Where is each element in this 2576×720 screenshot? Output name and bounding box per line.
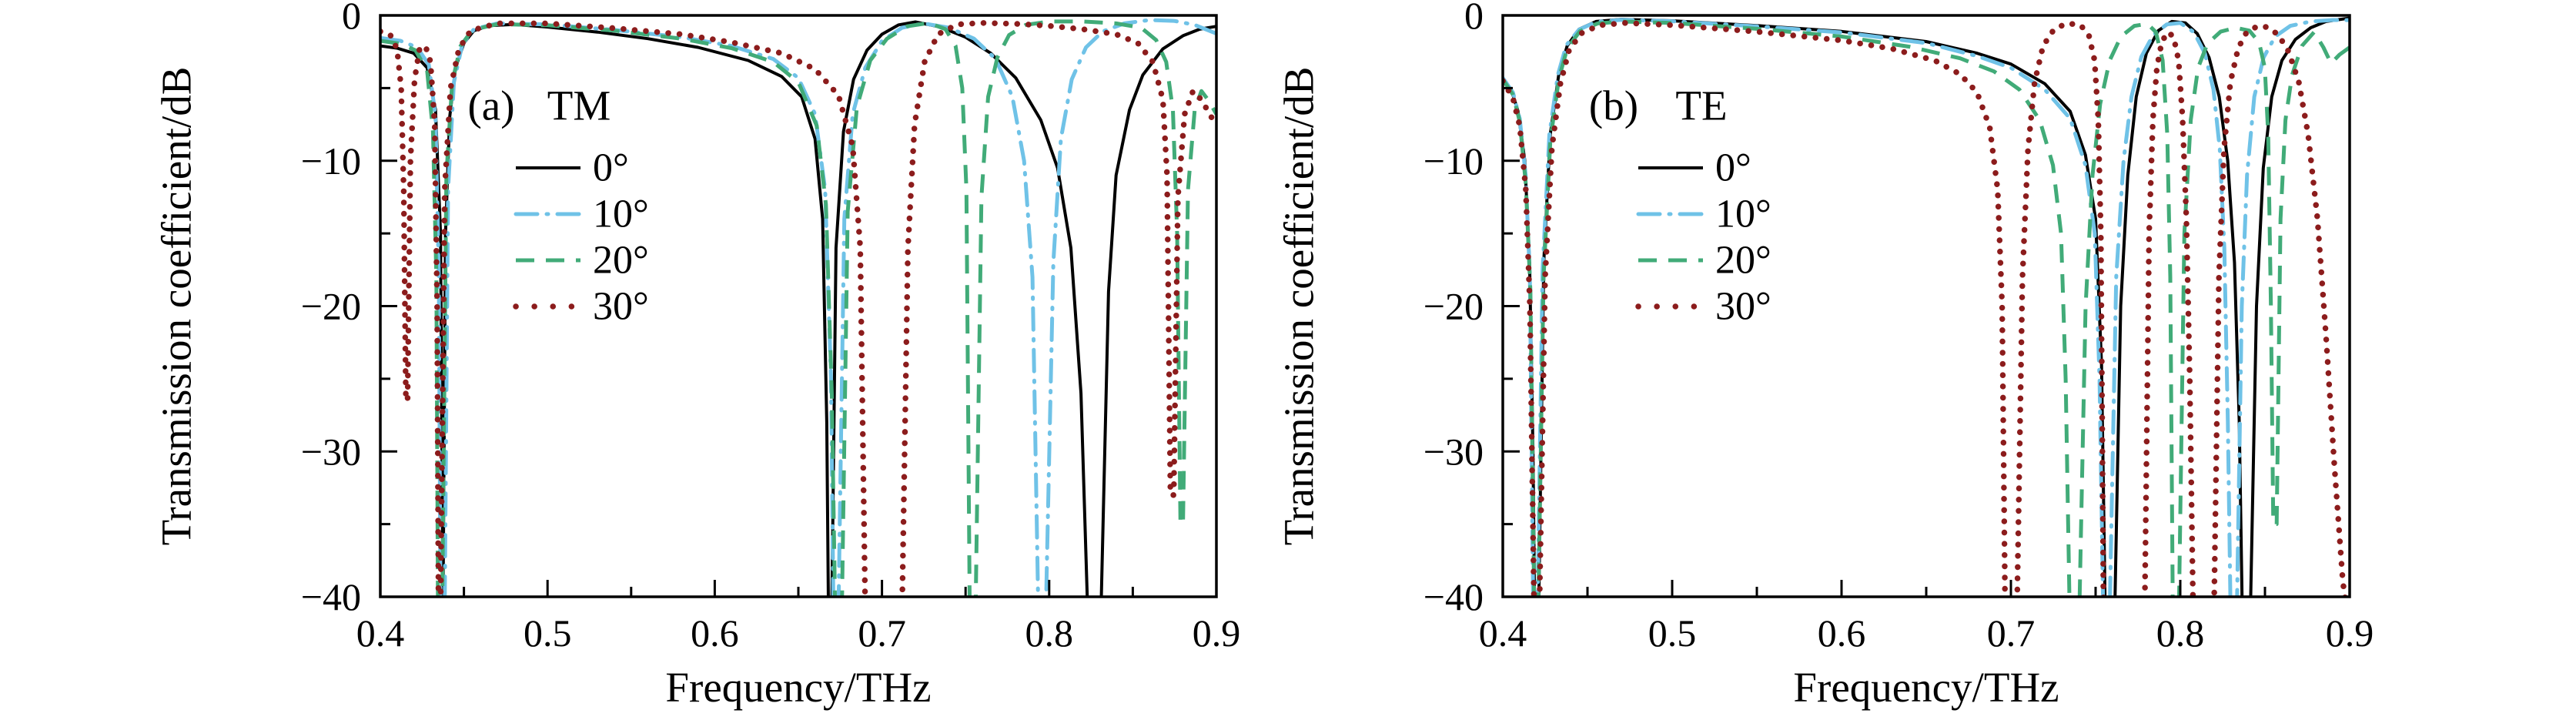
y-tick-label: −10 [301,139,361,183]
legend-item: 0° [516,146,629,190]
curve-30deg [381,20,1216,596]
curves [381,18,1216,596]
x-axis-title: Frequency/THz [1793,664,2059,711]
legend-item: 20° [516,239,649,283]
x-tick-label: 0.6 [691,611,739,655]
curve-30deg [1504,20,2348,596]
curves [1504,16,2349,596]
legend-item-label: 10° [593,193,649,236]
y-tick-label: −20 [301,285,361,328]
y-tick-label: −40 [1423,575,1484,618]
x-tick-label: 0.4 [356,611,405,655]
x-tick-label: 0.9 [1193,611,1241,655]
y-tick-label: 0 [1464,0,1484,37]
y-tick-label: −30 [1423,430,1484,473]
y-axis: 0 −10 −20 −30 −40 [301,0,397,618]
y-tick-label: −40 [301,575,361,618]
legend-item-label: 0° [593,146,629,190]
y-axis-title: Transmission coefficient/dB [1276,67,1323,546]
curve-20deg [1504,19,2349,596]
legend-item-label: 30° [1715,285,1771,329]
legend-item-label: 20° [1715,239,1771,283]
panel-mode-label: TE [1675,82,1727,129]
x-tick-label: 0.5 [1648,611,1697,655]
y-axis-title: Transmission coefficient/dB [153,67,200,546]
panel-mode-label: TM [547,82,611,129]
y-tick-label: −30 [301,430,361,473]
x-tick-label: 0.8 [1025,611,1074,655]
x-tick-label: 0.6 [1818,611,1866,655]
legend-item-label: 10° [1715,193,1771,236]
x-tick-label: 0.7 [1987,611,2036,655]
x-axis: 0.4 0.5 0.6 0.7 0.8 0.9 [1479,580,2374,655]
legend: (a) TM 0°10°20°30° [467,82,648,329]
y-tick-label: 0 [342,0,361,37]
legend-item: 30° [513,285,649,329]
x-tick-label: 0.8 [2156,611,2205,655]
x-tick-label: 0.5 [524,611,572,655]
x-tick-label: 0.7 [858,611,906,655]
panel-label: (b) [1589,82,1638,129]
legend-item: 10° [514,193,649,236]
x-tick-label: 0.4 [1479,611,1527,655]
legend: (b) TE 0°10°20°30° [1589,82,1771,329]
panel-te: 0.4 0.5 0.6 0.7 0.8 0.9 0 −10 −20 −30 −40 Frequency… [1276,0,2374,711]
legend-item-label: 20° [593,239,649,283]
curve-20deg [381,19,1216,596]
y-tick-label: −10 [1423,139,1484,183]
legend-item: 30° [1635,285,1771,329]
x-tick-label: 0.9 [2326,611,2374,655]
x-axis-title: Frequency/THz [665,664,931,711]
panel-tm: 0.4 0.5 0.6 0.7 0.8 0.9 0 −10 −20 −30 −40 Frequency… [153,0,1241,711]
legend-item-label: 30° [593,285,649,329]
legend-item: 10° [1636,193,1771,236]
y-tick-label: −20 [1423,285,1484,328]
legend-item: 0° [1638,146,1751,190]
panel-label: (a) [467,82,514,129]
legend-item-label: 0° [1715,146,1751,190]
x-axis: 0.4 0.5 0.6 0.7 0.8 0.9 [356,580,1241,655]
y-axis: 0 −10 −20 −30 −40 [1423,0,1520,618]
curve-10deg [381,18,1216,596]
legend-item: 20° [1638,239,1771,283]
